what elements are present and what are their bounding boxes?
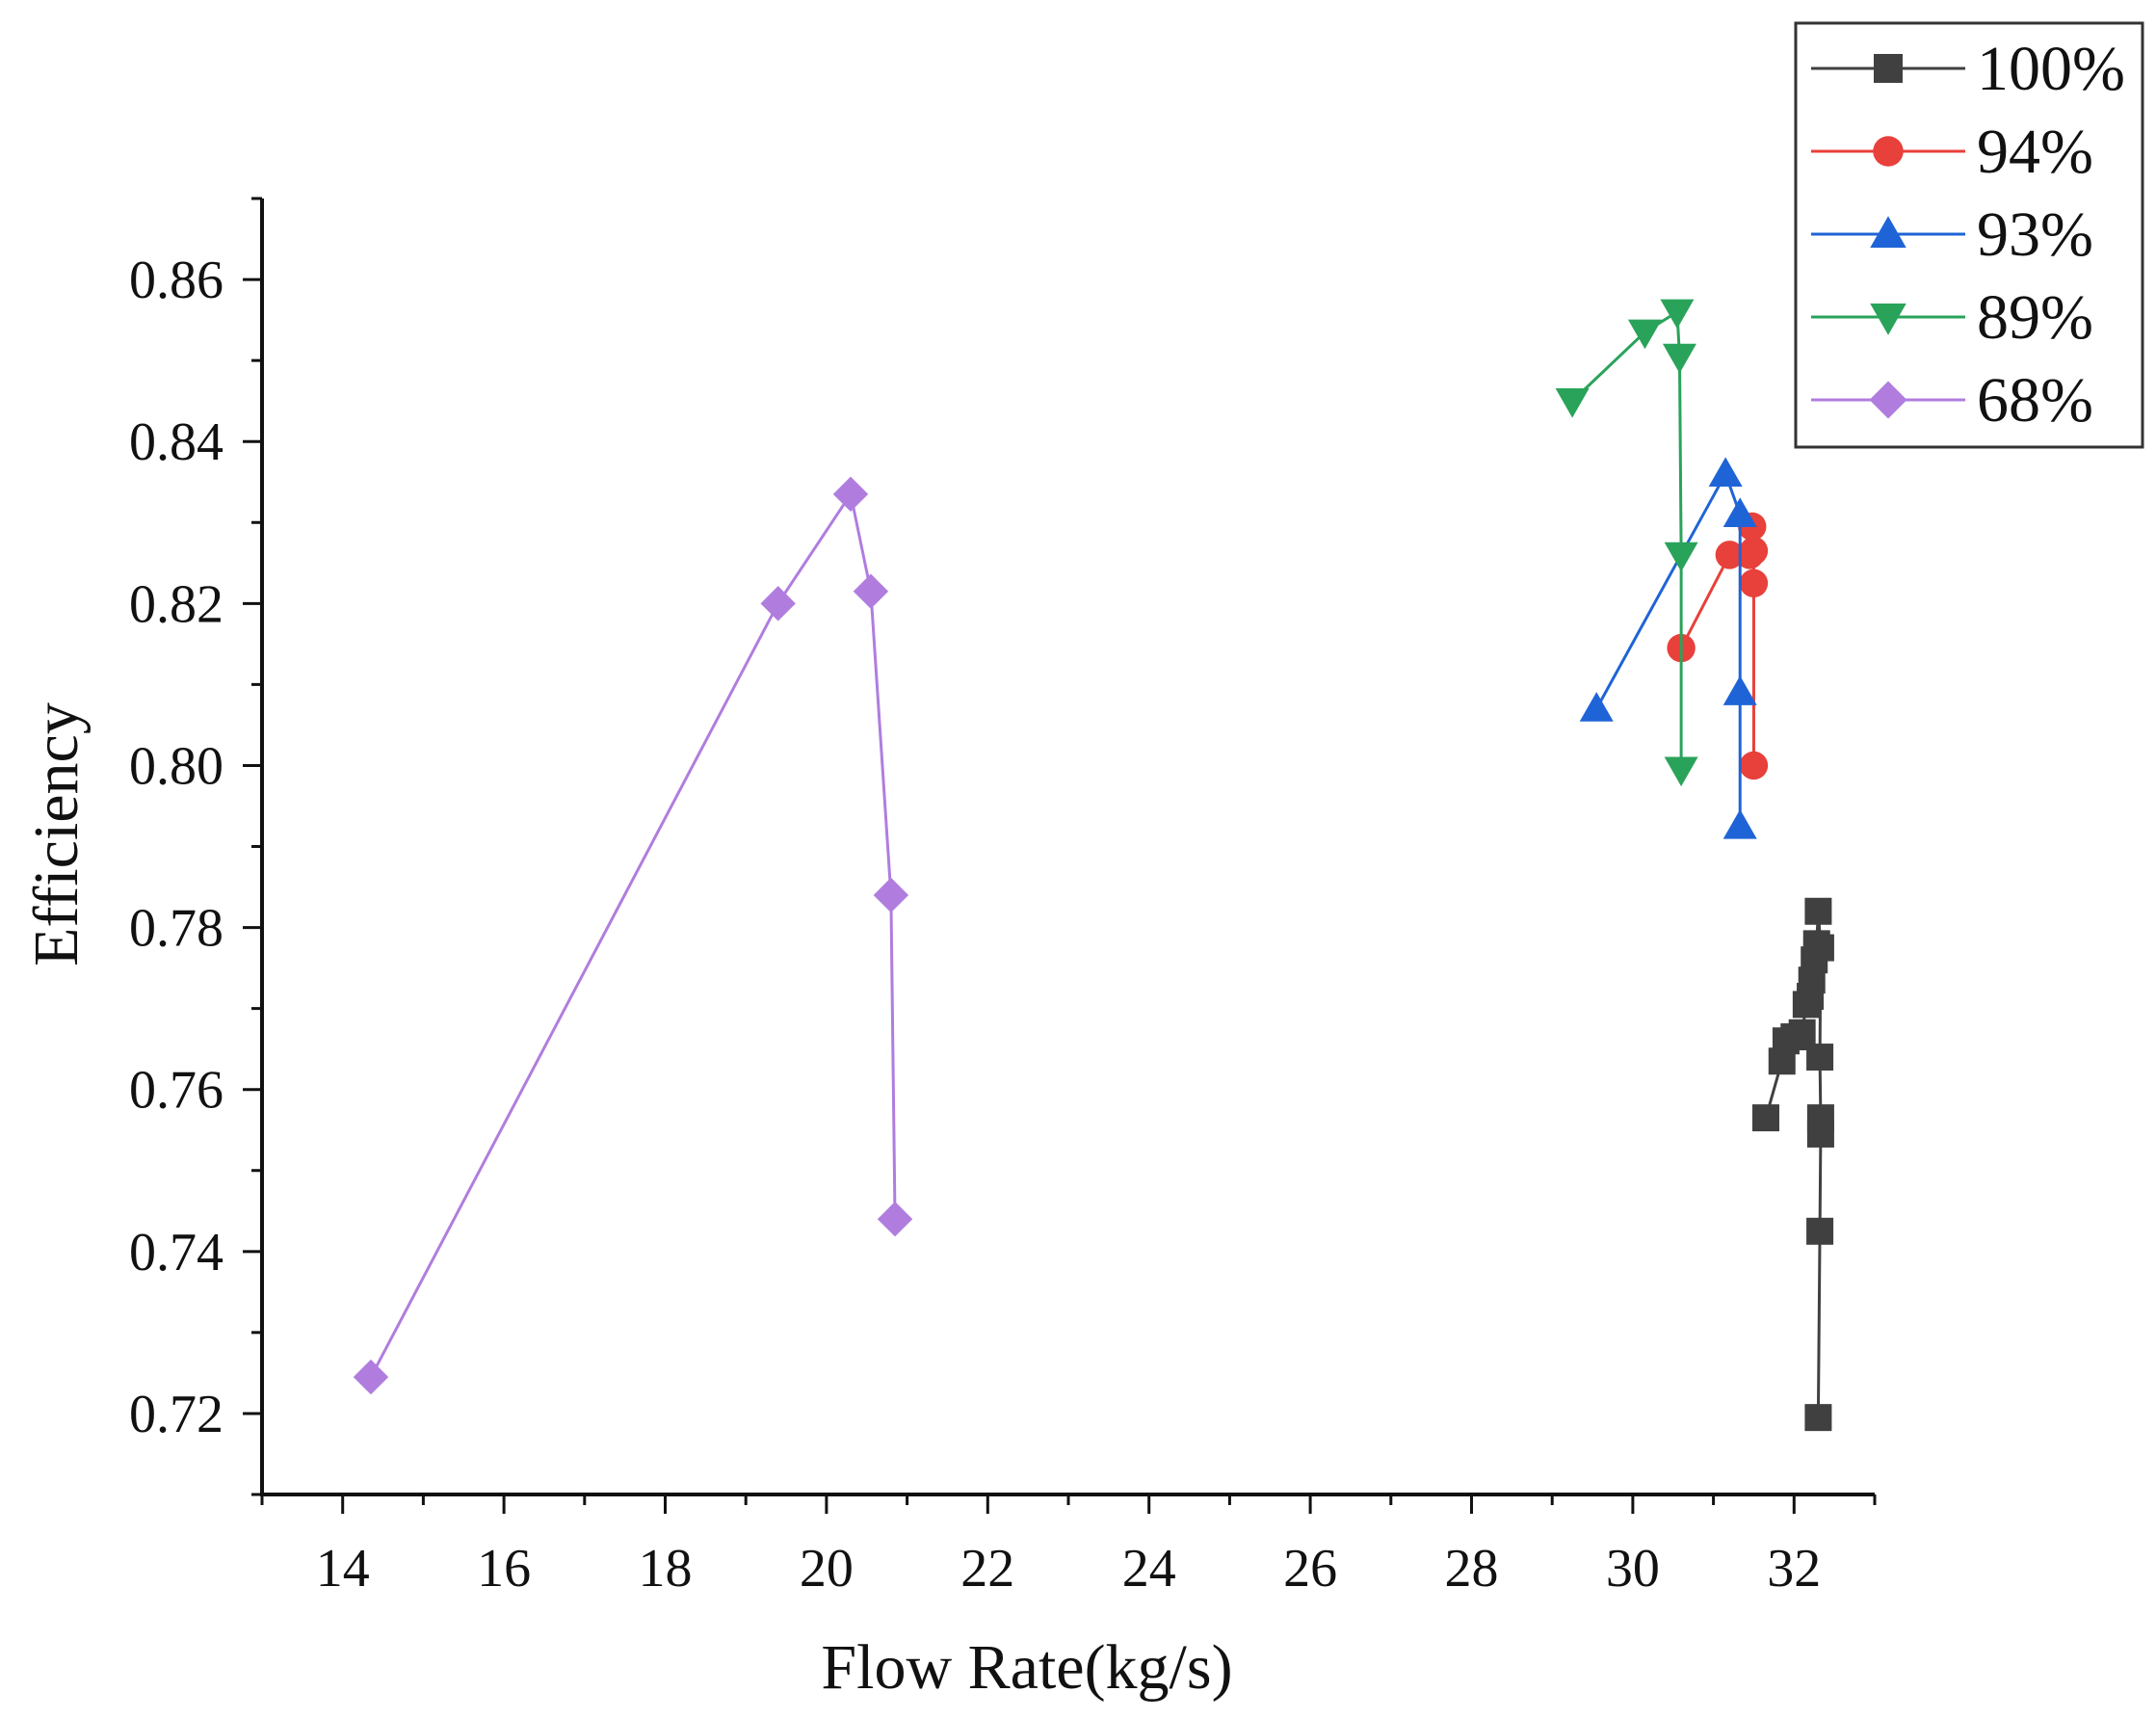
data-point: [1792, 991, 1820, 1018]
data-point: [1722, 497, 1757, 527]
data-point: [1708, 457, 1743, 487]
series-3: [1555, 299, 1698, 787]
legend: 100% 94% 93% 89% 68%: [1794, 21, 2144, 449]
data-point: [1806, 1044, 1834, 1071]
data-point: [832, 476, 869, 513]
y-tick-label: 0.74: [129, 1223, 223, 1283]
x-tick-label: 18: [639, 1539, 693, 1599]
data-point: [1715, 541, 1745, 569]
legend-marker: [1870, 216, 1906, 249]
data-point: [1627, 319, 1662, 350]
x-tick-label: 16: [477, 1539, 531, 1599]
legend-label: 68%: [1977, 365, 2093, 436]
data-point: [1722, 675, 1757, 705]
legend-label: 94%: [1977, 117, 2093, 187]
legend-marker: [1874, 54, 1903, 83]
y-tick-label: 0.84: [129, 412, 223, 472]
legend-marker: [1869, 381, 1907, 419]
legend-label: 93%: [1977, 199, 2093, 270]
data-point: [1739, 751, 1769, 780]
data-point: [1806, 1104, 1834, 1132]
y-tick-label: 0.80: [129, 736, 223, 796]
plot-lines: [353, 299, 1834, 1432]
series-4: [353, 476, 913, 1395]
x-tick-label: 32: [1767, 1539, 1821, 1599]
data-point: [1664, 542, 1698, 572]
data-point: [1579, 692, 1614, 722]
y-tick-label: 0.86: [129, 251, 223, 310]
y-tick-label: 0.76: [129, 1061, 223, 1121]
data-point: [1735, 541, 1764, 569]
data-point: [877, 1201, 913, 1237]
data-point: [1722, 808, 1757, 839]
y-tick-label: 0.78: [129, 899, 223, 959]
data-point: [760, 586, 796, 621]
y-ticks: 0.72 0.74 0.76 0.78 0.80 0.82 0.84 0.86: [129, 197, 262, 1496]
data-point: [853, 573, 889, 609]
series-1: [1667, 512, 1769, 780]
x-tick-label: 22: [960, 1539, 1014, 1599]
x-axis-title: Flow Rate(kg/s): [821, 1632, 1232, 1703]
series-2: [1579, 457, 1757, 839]
y-tick-label: 0.72: [129, 1385, 223, 1444]
data-point: [1804, 1404, 1832, 1432]
x-tick-label: 14: [316, 1539, 370, 1599]
legend-marker: [1870, 303, 1906, 335]
series-line: [369, 490, 897, 1378]
data-point: [1739, 569, 1769, 597]
x-tick-label: 28: [1445, 1539, 1499, 1599]
data-point: [1806, 1217, 1834, 1245]
data-point: [1804, 897, 1832, 925]
x-tick-label: 20: [800, 1539, 854, 1599]
x-tick-label: 30: [1606, 1539, 1660, 1599]
data-point: [1664, 756, 1698, 787]
series-0: [1752, 897, 1834, 1432]
x-ticks: 14 16 18 20 22 24 26 28 30 32: [260, 1494, 1877, 1599]
data-point: [1662, 343, 1696, 374]
y-tick-label: 0.82: [129, 574, 223, 634]
data-point: [1660, 299, 1695, 330]
legend-label: 89%: [1977, 282, 2093, 353]
legend-label: 100%: [1977, 34, 2125, 104]
legend-marker: [1873, 136, 1904, 167]
data-point: [1752, 1104, 1780, 1132]
y-axis-title: Efficiency: [21, 702, 92, 966]
data-point: [873, 877, 909, 913]
data-point: [353, 1359, 389, 1395]
data-point: [1555, 388, 1590, 418]
x-tick-label: 24: [1122, 1539, 1176, 1599]
axes: [260, 198, 1875, 1496]
data-point: [1768, 1047, 1796, 1075]
series-line: [1571, 309, 1683, 770]
x-tick-label: 26: [1283, 1539, 1337, 1599]
